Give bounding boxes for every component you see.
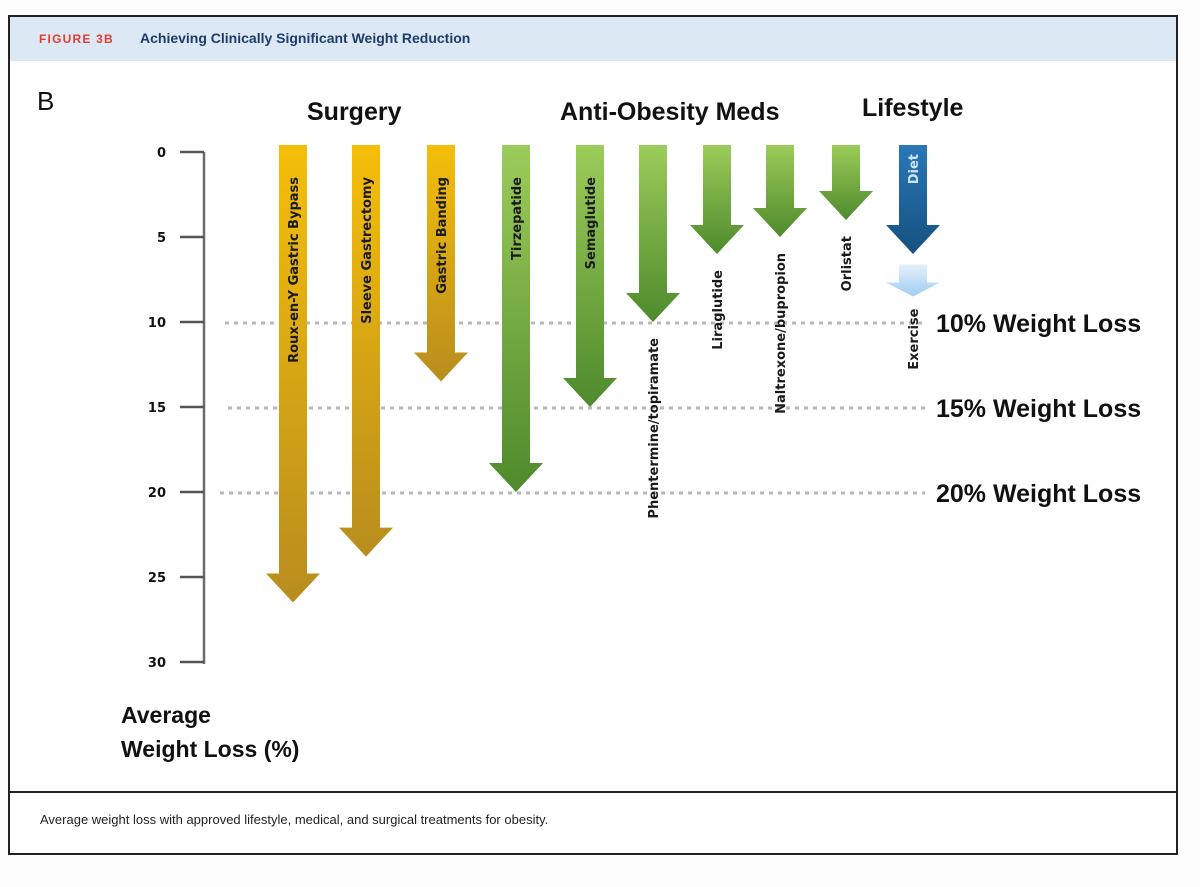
group-title-surgery: Surgery: [307, 98, 402, 126]
arrow-orlistat: [819, 145, 873, 220]
caption-divider: [10, 791, 1176, 793]
y-axis-title-line1: Average: [121, 702, 211, 728]
reference-label-20: 20% Weight Loss: [936, 480, 1141, 508]
arrow-label-diet: Diet: [907, 154, 922, 184]
reference-label-15: 15% Weight Loss: [936, 395, 1141, 423]
arrow-label-gastric-banding: Gastric Banding: [435, 177, 450, 294]
panel-letter: B: [37, 86, 54, 116]
arrow-gastric-banding: [414, 145, 468, 382]
y-tick-label-0: 0: [157, 146, 166, 161]
arrow-naltrexone-bupropion: [753, 145, 807, 237]
arrow-label-roux-en-y-gastric-bypass: Roux-en-Y Gastric Bypass: [287, 177, 302, 363]
arrow-label-naltrexone-bupropion: Naltrexone/bupropion: [774, 253, 789, 414]
arrow-label-tirzepatide: Tirzepatide: [510, 177, 525, 260]
y-tick-label-15: 15: [148, 401, 166, 416]
arrow-label-exercise: Exercise: [907, 308, 922, 369]
group-title-anti-obesity-meds: Anti-Obesity Meds: [560, 98, 779, 126]
y-tick-label-25: 25: [148, 571, 166, 586]
y-tick-label-5: 5: [157, 231, 166, 246]
figure-header: FIGURE 3B Achieving Clinically Significa…: [10, 17, 1176, 61]
figure-caption: Average weight loss with approved lifest…: [40, 812, 549, 827]
arrow-label-orlistat: Orlistat: [840, 236, 855, 291]
group-title-lifestyle: Lifestyle: [862, 94, 964, 122]
y-tick-label-10: 10: [148, 316, 166, 331]
arrow-liraglutide: [690, 145, 744, 254]
arrow-tirzepatide: [489, 145, 543, 492]
arrow-label-sleeve-gastrectomy: Sleeve Gastrectomy: [360, 176, 375, 323]
arrow-semaglutide: [563, 145, 617, 407]
arrow-sleeve-gastrectomy: [339, 145, 393, 557]
arrow-phentermine-topiramate: [626, 145, 680, 322]
arrow-exercise: [886, 264, 940, 297]
arrow-label-liraglutide: Liraglutide: [711, 270, 726, 350]
arrow-diet: [886, 145, 940, 254]
figure-title: Achieving Clinically Significant Weight …: [140, 30, 471, 46]
reference-label-10: 10% Weight Loss: [936, 310, 1141, 338]
y-tick-label-30: 30: [148, 656, 166, 671]
figure-label: FIGURE 3B: [39, 32, 114, 46]
arrow-label-semaglutide: Semaglutide: [584, 177, 599, 269]
y-tick-label-20: 20: [148, 486, 166, 501]
arrow-roux-en-y-gastric-bypass: [266, 145, 320, 603]
arrow-label-phentermine-topiramate: Phentermine/topiramate: [647, 338, 662, 519]
y-axis-title-line2: Weight Loss (%): [121, 736, 299, 762]
